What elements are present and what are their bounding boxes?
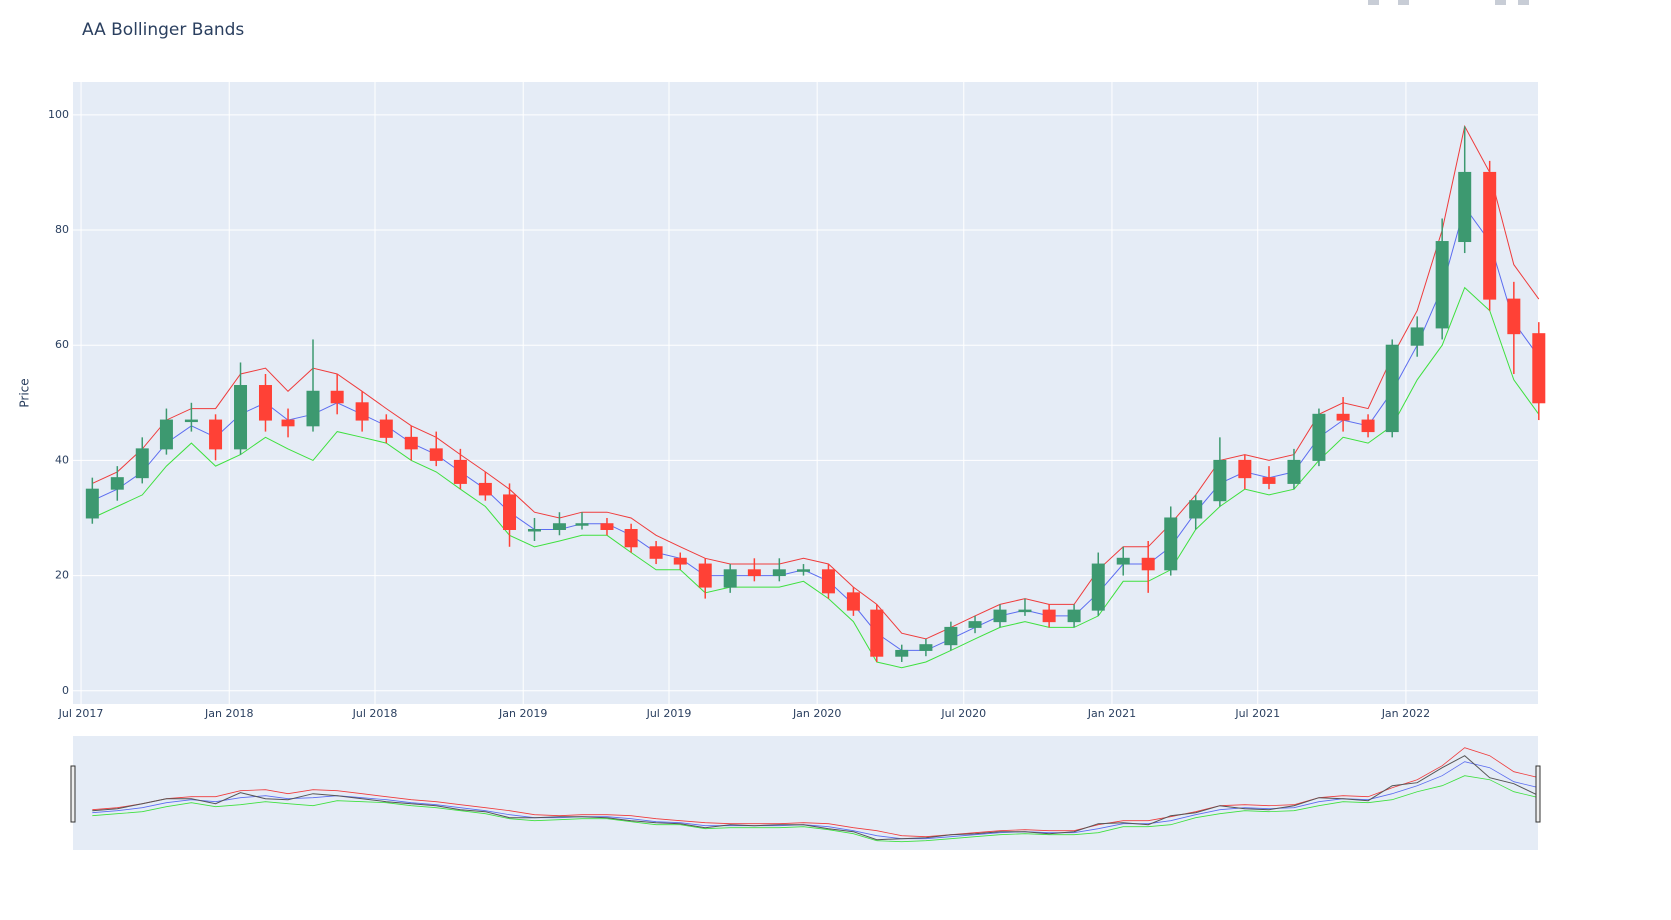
x-tick-label: Jan 2021 — [1087, 707, 1136, 720]
candle-body — [1164, 517, 1178, 571]
x-tick-label: Jul 2018 — [352, 707, 398, 720]
modebar[interactable] — [1368, 0, 1529, 5]
candle-body — [846, 592, 860, 611]
candle-body — [1312, 413, 1326, 461]
modebar-button[interactable] — [1495, 0, 1506, 5]
candle-body — [527, 528, 541, 532]
range-slider-background — [73, 736, 1538, 850]
plot-background — [73, 82, 1538, 704]
candle-body — [649, 546, 663, 559]
candle-body — [821, 569, 835, 594]
y-tick-label: 20 — [55, 569, 69, 582]
candle-body — [870, 609, 884, 657]
slider-handle[interactable] — [70, 765, 76, 823]
candle-body — [85, 488, 99, 519]
candle-body — [1410, 327, 1424, 346]
modebar-button[interactable] — [1368, 0, 1379, 5]
slider-handle[interactable] — [1535, 765, 1541, 823]
candle-body — [330, 390, 344, 404]
candle-body — [159, 419, 173, 450]
candle-body — [1287, 459, 1301, 484]
candle-body — [184, 419, 198, 423]
candle-body — [135, 448, 149, 479]
candle-body — [1213, 459, 1227, 502]
candle-body — [993, 609, 1007, 623]
candle-body — [1189, 500, 1203, 519]
candle-body — [575, 523, 589, 526]
candle-body — [453, 459, 467, 484]
candle-body — [796, 569, 810, 572]
candle-body — [723, 569, 737, 588]
bollinger-band — [92, 124, 1540, 640]
modebar-button[interactable] — [1398, 0, 1409, 5]
candle-body — [379, 419, 393, 438]
candle-body — [258, 385, 272, 421]
candle-body — [1507, 298, 1521, 335]
candle-body — [503, 494, 517, 530]
bollinger-band — [92, 286, 1540, 669]
y-axis-label: Price — [18, 378, 32, 407]
candle-body — [1336, 413, 1350, 421]
candle-body — [1067, 609, 1081, 623]
y-tick-label: 100 — [48, 108, 69, 121]
candle-body — [944, 626, 958, 646]
candle-body — [1532, 333, 1546, 404]
candle-body — [1141, 557, 1155, 571]
candle-body — [1361, 419, 1375, 433]
candle-body — [429, 448, 443, 461]
candle-body — [698, 563, 712, 588]
x-tick-label: Jan 2018 — [204, 707, 253, 720]
candle-body — [919, 644, 933, 651]
y-tick-label: 0 — [62, 684, 69, 697]
candle-body — [110, 477, 124, 490]
candle-body — [306, 390, 320, 427]
candle-body — [478, 482, 492, 496]
x-tick-label: Jan 2019 — [498, 707, 547, 720]
candle-body — [772, 569, 786, 577]
candle-body — [1435, 241, 1449, 329]
candle-body — [234, 385, 248, 450]
candle-body — [1116, 557, 1130, 565]
candle-body — [1458, 171, 1472, 243]
candle-body — [1018, 609, 1032, 613]
bollinger-band — [92, 775, 1539, 843]
candle-body — [1262, 477, 1276, 484]
bollinger-band — [92, 747, 1539, 838]
candle-body — [747, 569, 761, 577]
x-tick-label: Jul 2020 — [940, 707, 986, 720]
candle-body — [895, 649, 909, 657]
candle-body — [281, 419, 295, 427]
candle-body — [209, 419, 223, 450]
candle-body — [624, 528, 638, 548]
candle-body — [1091, 563, 1105, 611]
candle-body — [1238, 459, 1252, 479]
candle-body — [404, 436, 418, 450]
candle-body — [355, 402, 369, 421]
candle-body — [1385, 344, 1399, 433]
x-tick-label: Jan 2022 — [1381, 707, 1430, 720]
y-tick-label: 40 — [55, 453, 69, 466]
x-tick-label: Jan 2020 — [792, 707, 841, 720]
modebar-button[interactable] — [1518, 0, 1529, 5]
x-tick-label: Jul 2021 — [1234, 707, 1280, 720]
candle-body — [968, 621, 982, 628]
candle-body — [1483, 171, 1497, 300]
slider-close-line — [92, 755, 1540, 841]
chart-title: AA Bollinger Bands — [82, 20, 244, 40]
y-tick-label: 80 — [55, 223, 69, 236]
x-tick-label: Jul 2019 — [646, 707, 692, 720]
bollinger-band — [92, 761, 1539, 840]
y-tick-label: 60 — [55, 338, 69, 351]
candle-body — [1042, 609, 1056, 623]
candle-body — [600, 523, 614, 530]
candle-body — [673, 557, 687, 565]
candle-body — [552, 523, 566, 530]
x-tick-label: Jul 2017 — [58, 707, 104, 720]
